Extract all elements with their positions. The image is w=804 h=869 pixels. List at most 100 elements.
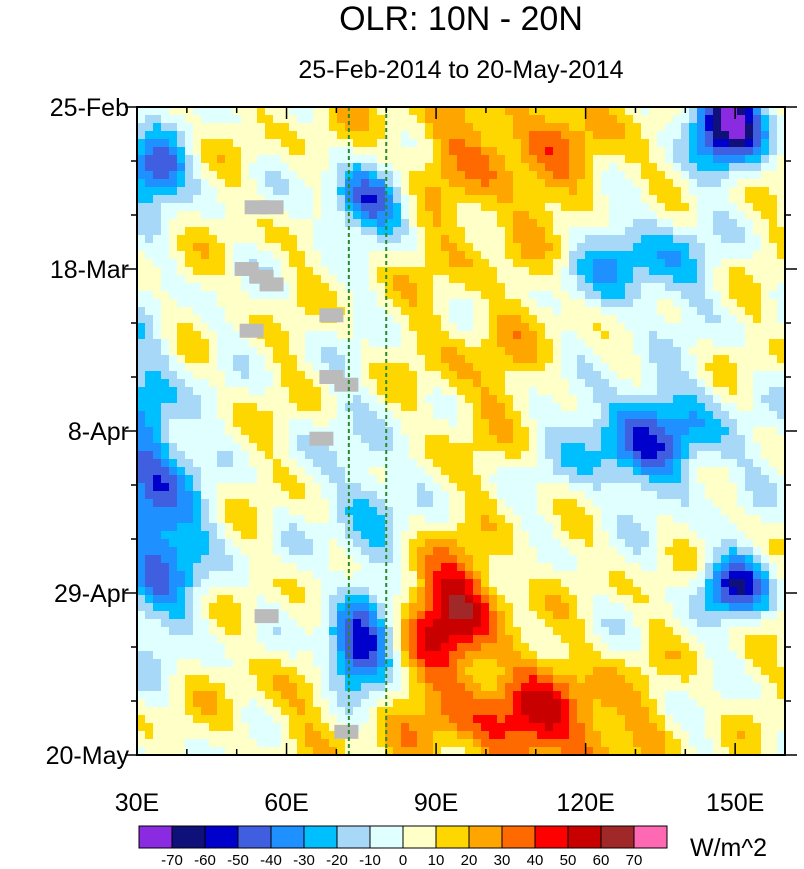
field-cell — [441, 107, 450, 116]
field-cell — [425, 523, 434, 532]
field-cell — [217, 227, 226, 236]
field-cell — [185, 427, 194, 436]
field-cell — [209, 163, 218, 172]
field-cell — [329, 147, 338, 156]
field-cell — [297, 467, 306, 476]
field-cell — [153, 323, 162, 332]
field-cell — [385, 347, 394, 356]
field-cell — [761, 243, 770, 252]
field-cell — [265, 347, 274, 356]
field-cell — [561, 291, 570, 300]
field-cell — [417, 355, 426, 364]
field-cell — [433, 235, 442, 244]
field-cell — [577, 371, 586, 380]
field-cell — [745, 499, 754, 508]
field-cell — [625, 195, 634, 204]
chart-subtitle: 25-Feb-2014 to 20-May-2014 — [298, 56, 624, 84]
field-cell — [161, 427, 170, 436]
field-cell — [329, 235, 338, 244]
field-cell — [209, 483, 218, 492]
field-cell — [689, 347, 698, 356]
field-cell — [745, 139, 754, 148]
field-cell — [737, 251, 746, 260]
field-cell — [281, 523, 290, 532]
field-cell — [545, 275, 554, 284]
field-cell — [233, 579, 242, 588]
field-cell — [241, 155, 250, 164]
field-cell — [249, 195, 258, 204]
field-cell — [433, 491, 442, 500]
field-cell — [385, 563, 394, 572]
field-cell — [313, 547, 322, 556]
field-cell — [305, 283, 314, 292]
field-cell — [649, 395, 658, 404]
field-cell — [409, 379, 418, 388]
field-cell — [769, 363, 778, 372]
field-cell — [145, 339, 154, 348]
field-cell — [441, 179, 450, 188]
field-cell — [609, 299, 618, 308]
field-cell — [601, 179, 610, 188]
field-cell — [521, 227, 530, 236]
field-cell — [465, 483, 474, 492]
field-cell — [697, 139, 706, 148]
field-cell — [777, 403, 785, 412]
field-cell — [601, 531, 610, 540]
field-cell — [209, 139, 218, 148]
field-cell — [457, 195, 466, 204]
field-cell — [745, 363, 754, 372]
field-cell — [505, 243, 514, 252]
field-cell — [441, 195, 450, 204]
field-cell — [297, 195, 306, 204]
field-cell — [257, 451, 266, 460]
field-cell — [289, 475, 298, 484]
field-cell — [617, 467, 626, 476]
field-cell — [369, 483, 378, 492]
field-cell — [473, 331, 482, 340]
field-cell — [777, 299, 785, 308]
field-cell — [569, 227, 578, 236]
field-cell — [561, 315, 570, 324]
field-cell — [529, 595, 538, 604]
field-cell — [425, 283, 434, 292]
field-cell — [713, 563, 722, 572]
field-cell — [465, 555, 474, 564]
field-cell — [737, 427, 746, 436]
field-cell — [257, 123, 266, 132]
field-cell — [593, 355, 602, 364]
field-cell — [665, 419, 674, 428]
field-cell — [217, 499, 226, 508]
field-cell — [521, 123, 530, 132]
field-cell — [625, 531, 634, 540]
field-cell — [641, 299, 650, 308]
field-cell — [601, 435, 610, 444]
field-cell — [289, 371, 298, 380]
field-cell — [265, 235, 274, 244]
field-cell — [281, 395, 290, 404]
field-cell — [569, 379, 578, 388]
field-cell — [193, 195, 202, 204]
field-cell — [193, 163, 202, 172]
field-cell — [561, 451, 570, 460]
field-cell — [361, 131, 370, 140]
field-cell — [337, 539, 346, 548]
field-cell — [153, 587, 162, 596]
field-cell — [377, 571, 386, 580]
field-cell — [537, 115, 546, 124]
field-cell — [321, 547, 330, 556]
field-cell — [377, 555, 386, 564]
field-cell — [297, 427, 306, 436]
field-cell — [377, 235, 386, 244]
field-cell — [753, 403, 762, 412]
field-cell — [369, 219, 378, 228]
field-cell — [721, 323, 730, 332]
field-cell — [593, 435, 602, 444]
field-cell — [169, 299, 178, 308]
field-cell — [569, 555, 578, 564]
field-cell — [521, 363, 530, 372]
field-cell — [249, 411, 258, 420]
field-cell — [329, 387, 338, 396]
field-cell — [681, 171, 690, 180]
field-cell — [329, 475, 338, 484]
field-cell — [521, 371, 530, 380]
